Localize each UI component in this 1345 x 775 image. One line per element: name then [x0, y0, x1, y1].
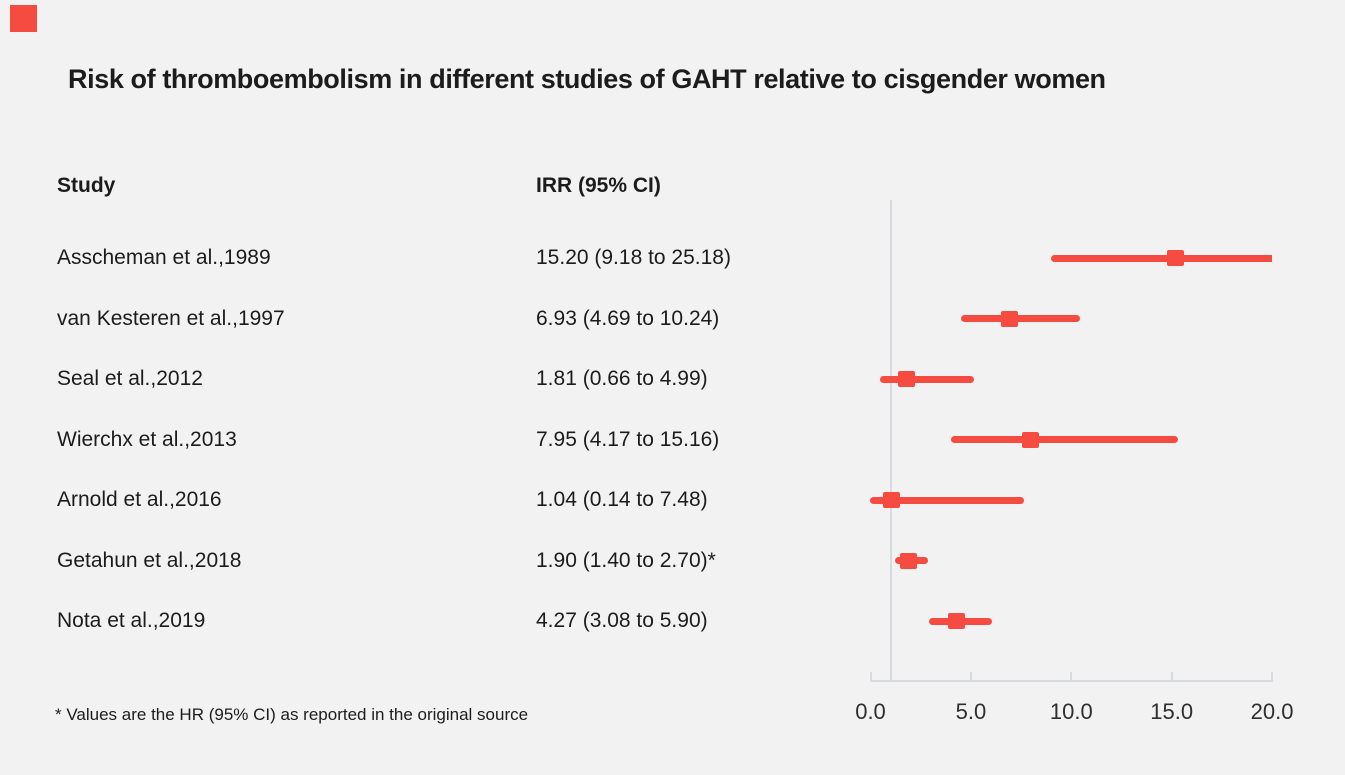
irr-value-label: 1.90 (1.40 to 2.70)* [536, 548, 716, 572]
ci-line [950, 436, 1179, 443]
study-label: Seal et al.,2012 [57, 367, 203, 390]
column-header-irr: IRR (95% CI) [536, 174, 661, 197]
irr-value-label: 4.27 (3.08 to 5.90) [536, 609, 708, 632]
ci-line [880, 375, 975, 383]
footnote: * Values are the HR (95% CI) as reported… [55, 705, 529, 724]
irr-value-label: 1.04 (0.14 to 7.48) [536, 488, 708, 511]
x-axis-tick-label: 10.0 [1049, 699, 1093, 724]
irr-value-label: 1.81 (0.66 to 4.99) [536, 367, 708, 390]
study-label: Arnold et al.,2016 [57, 488, 222, 511]
study-label: Nota et al.,2019 [57, 609, 206, 632]
x-axis-tick-label: 20.0 [1250, 699, 1294, 724]
x-axis-tick-label: 5.0 [955, 699, 987, 724]
point-estimate-marker [1021, 431, 1039, 448]
x-axis-tick-label: 0.0 [855, 699, 886, 724]
x-axis-tick [1271, 672, 1274, 681]
column-header-study: Study [57, 174, 116, 197]
study-label: Wierchx et al.,2013 [57, 427, 237, 451]
irr-value-label: 7.95 (4.17 to 15.16) [536, 427, 720, 451]
x-axis-tick [1070, 672, 1073, 681]
point-estimate-marker [1001, 310, 1019, 327]
study-label: Getahun et al.,2018 [57, 548, 242, 572]
x-axis-tick [969, 672, 972, 681]
point-estimate-marker [898, 371, 916, 387]
point-estimate-marker [882, 492, 900, 508]
study-label: Asscheman et al.,1989 [57, 246, 271, 269]
x-axis-tick [1170, 672, 1173, 681]
x-axis-line [869, 680, 1274, 682]
reference-line [889, 200, 892, 682]
brand-logo-square [10, 5, 37, 32]
x-axis-tick-label: 15.0 [1150, 699, 1194, 724]
study-label: van Kesteren et al.,1997 [57, 306, 285, 330]
point-estimate-marker [900, 552, 918, 569]
point-estimate-marker [947, 613, 965, 629]
ci-line [961, 315, 1080, 322]
irr-value-label: 15.20 (9.18 to 25.18) [536, 246, 731, 269]
ci-line [869, 496, 1025, 504]
x-axis-tick [869, 672, 872, 681]
ci-line [1051, 254, 1273, 262]
point-estimate-marker [1167, 250, 1185, 266]
chart-title: Risk of thromboembolism in different stu… [68, 64, 1106, 94]
irr-value-label: 6.93 (4.69 to 10.24) [536, 306, 720, 330]
